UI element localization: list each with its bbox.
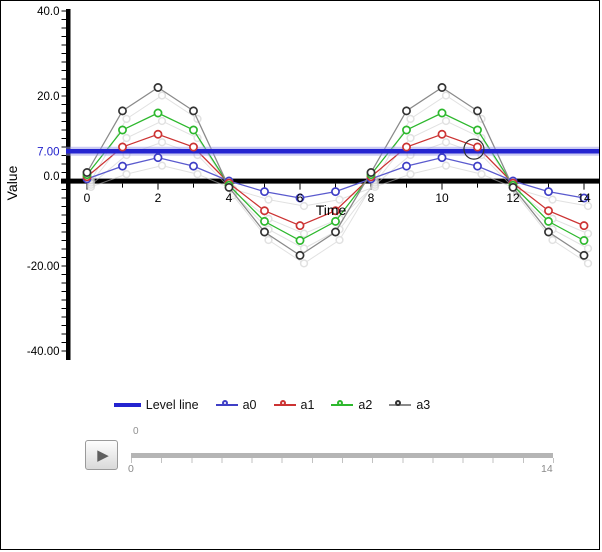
svg-text:12: 12 [506, 191, 520, 205]
legend-item-level-line[interactable]: Level line [113, 398, 199, 412]
series-a3-points[interactable] [82, 83, 589, 260]
legend-item-a2[interactable]: a2 [331, 398, 372, 412]
legend-label-a3: a3 [416, 398, 431, 412]
series-a1-circle-swatch [279, 400, 286, 406]
legend-label-a2: a2 [358, 398, 373, 412]
svg-text:14: 14 [577, 191, 591, 205]
slider-ticks [131, 458, 554, 463]
svg-text:-40.00: -40.00 [27, 346, 60, 358]
axes [61, 9, 599, 360]
series-a0-circle-swatch [221, 400, 228, 406]
y-axis-line [66, 9, 71, 360]
axis-labels: 40.0 20.0 7.00 0.0 -20.00 -40.00 0 2 4 6 8 10 12 14 Ti… [4, 6, 591, 358]
legend: Level line a0 a1 a2 [1, 398, 571, 412]
x-axis-line [61, 178, 599, 184]
series-a2-line-swatch [331, 404, 354, 406]
svg-text:8: 8 [368, 191, 375, 205]
svg-text:10: 10 [435, 191, 449, 205]
svg-text:20.0: 20.0 [37, 91, 59, 103]
highlight-circle [463, 138, 485, 160]
series-a2-marker-icon [331, 399, 354, 411]
slider-max-label: 14 [541, 463, 553, 475]
legend-label-a1: a1 [300, 398, 315, 412]
svg-text:-20.00: -20.00 [27, 261, 60, 273]
x-axis-title: Time [316, 202, 347, 218]
legend-label-a0: a0 [242, 398, 257, 412]
series-a2-circle-swatch [337, 400, 344, 406]
slider-min-label: 0 [128, 463, 134, 475]
svg-text:6: 6 [297, 191, 304, 205]
series-a1-marker-icon [273, 399, 296, 411]
svg-text:2: 2 [155, 191, 162, 205]
legend-item-a1[interactable]: a1 [273, 398, 315, 412]
svg-text:4: 4 [226, 191, 233, 205]
chart-plot-area[interactable]: 40.0 20.0 7.00 0.0 -20.00 -40.00 0 2 4 6 8 10 12 14 Ti… [1, 1, 600, 381]
svg-text:0: 0 [84, 191, 91, 205]
series-a3-marker-icon [389, 399, 412, 411]
slider-current-value: 0 [133, 426, 139, 437]
series-a3-line-swatch [389, 404, 412, 406]
legend-item-a3[interactable]: a3 [389, 398, 430, 412]
svg-text:40.0: 40.0 [37, 6, 59, 18]
level-line-swatch-icon [113, 403, 141, 407]
play-icon: ▶ [97, 446, 109, 464]
series-a3-circle-swatch [395, 400, 402, 406]
series-a0-marker-icon [215, 399, 238, 411]
y-axis-title: Value [4, 165, 20, 200]
legend-item-a0[interactable]: a0 [215, 398, 257, 412]
legend-label-level-line: Level line [145, 398, 199, 412]
play-button[interactable]: ▶ [85, 440, 118, 470]
svg-text:7.00: 7.00 [37, 146, 59, 158]
svg-text:0.0: 0.0 [44, 171, 60, 183]
timeline-slider[interactable] [131, 453, 553, 458]
